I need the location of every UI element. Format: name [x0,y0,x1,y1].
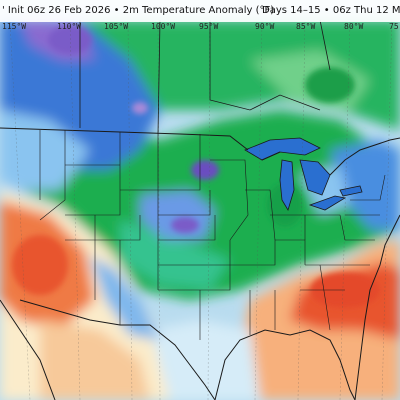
state-lines [39,130,386,340]
lake-michigan [279,159,295,211]
graticule [9,21,393,400]
lon-label-100w: 100°W [151,22,176,31]
boundaries [0,19,400,400]
map-header: ' Init 06z 26 Feb 2026 • 2m Temperature … [0,0,400,22]
lake-erie [308,195,347,211]
lon-label-110w: 110°W [57,22,82,31]
cold-core-upper-plains [132,102,148,114]
lon-label-95w: 95°W [199,22,219,31]
anomaly-cores [12,26,380,308]
lon-label-85w: 85°W [296,22,316,31]
init-and-variable-label: ' Init 06z 26 Feb 2026 • 2m Temperature … [2,5,275,16]
south-central-pale [150,320,260,400]
cold-core-northwest [48,26,92,54]
lon-label-75w: 75 [389,22,399,31]
gulf-coast [214,329,356,400]
cold-core-plains [171,217,199,233]
northeast-blue [330,140,400,230]
us-mexico-border [19,299,216,400]
lake-ontario [339,185,363,197]
atlantic-coast [354,214,400,400]
northwest-light-blue [0,110,90,190]
great-lakes [244,137,363,211]
green-core-quebec [305,67,355,103]
warm-core-southwest [12,235,68,295]
plains-green-teal [120,220,230,290]
baja-coast [0,299,56,400]
valid-time-label: Days 14–15 • 06z Thu 12 Mar 2026 [262,5,400,16]
warm-southwest-peach [40,320,150,400]
lon-label-80w: 80°W [344,22,364,31]
lon-label-105w: 105°W [104,22,129,31]
canada-us-border [0,127,400,176]
canada-province-lines [79,19,331,135]
mountain-blue-streak [90,255,160,340]
lon-label-90w: 90°W [255,22,275,31]
cold-core-midwest [191,160,219,180]
lon-label-115w: 115°W [2,22,27,31]
lake-huron [299,159,331,196]
